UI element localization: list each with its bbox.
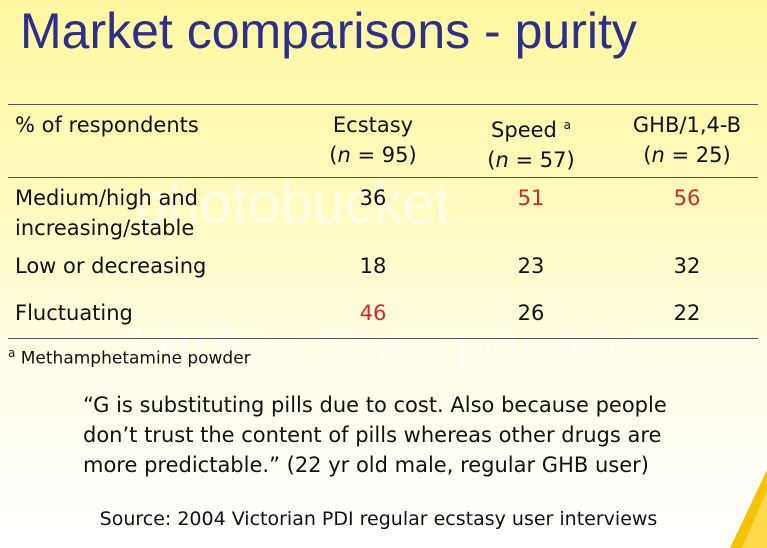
sample-part: = 95) bbox=[350, 143, 417, 167]
sample-part: ( bbox=[487, 148, 496, 172]
footnote-text: Methamphetamine powder bbox=[15, 348, 251, 369]
table-rule bbox=[8, 338, 758, 339]
cell-value: 56 bbox=[673, 186, 701, 210]
row-label-line: Medium/high and bbox=[15, 186, 199, 210]
footnote: a Methamphetamine powder bbox=[8, 346, 251, 369]
column-header: Ecstasy (n = 95) bbox=[298, 110, 448, 170]
table-rule bbox=[8, 104, 758, 105]
row-label-line: Fluctuating bbox=[15, 301, 133, 325]
source: Source: 2004 Victorian PDI regular ecsta… bbox=[99, 508, 658, 530]
sample-part: = 25) bbox=[664, 143, 731, 167]
column-sample: (n = 95) bbox=[298, 140, 448, 170]
column-name: Speed bbox=[491, 118, 557, 142]
quote: “G is substituting pills due to cost. Al… bbox=[83, 393, 667, 477]
table-rule bbox=[8, 177, 758, 178]
cell-value: 18 bbox=[359, 254, 387, 278]
cell-value: 51 bbox=[517, 186, 545, 210]
row-label-line: Low or decreasing bbox=[15, 254, 207, 278]
sample-part: n bbox=[495, 148, 509, 172]
column-name: GHB/1,4-B bbox=[632, 113, 742, 137]
column-name: Ecstasy bbox=[332, 113, 414, 137]
column-sample: (n = 57) bbox=[456, 145, 606, 175]
row-label: Low or decreasing bbox=[15, 251, 206, 281]
cell-value: 32 bbox=[673, 254, 701, 278]
column-name-line: Ecstasy bbox=[298, 110, 448, 140]
row-label-line: increasing/stable bbox=[15, 216, 195, 240]
column-header: GHB/1,4-B (n = 25) bbox=[612, 110, 762, 170]
column-sample: (n = 25) bbox=[612, 140, 762, 170]
sample-part: n bbox=[337, 143, 351, 167]
column-header: Speed a (n = 57) bbox=[456, 110, 606, 175]
column-note: a bbox=[563, 118, 571, 132]
column-name-line: GHB/1,4-B bbox=[612, 110, 762, 140]
cell-value: 22 bbox=[673, 301, 701, 325]
title: Market comparisons - purity bbox=[20, 3, 637, 59]
sample-part: ( bbox=[329, 143, 338, 167]
sample-part: n bbox=[651, 143, 665, 167]
cell-value: 26 bbox=[517, 301, 545, 325]
footnote-mark: a bbox=[8, 346, 16, 360]
cell-value: 36 bbox=[359, 186, 387, 210]
cell-value: 46 bbox=[359, 301, 387, 325]
watermark-slogan: Join free. Share privately. bbox=[120, 319, 639, 371]
watermark-brand: photobucket bbox=[135, 171, 452, 236]
sample-part: = 57) bbox=[508, 148, 575, 172]
row-label: Fluctuating bbox=[15, 298, 133, 328]
column-name-line: Speed a bbox=[456, 110, 606, 145]
header-label: % of respondents bbox=[15, 113, 199, 137]
sample-part: ( bbox=[643, 143, 652, 167]
row-label: Medium/high and increasing/stable bbox=[15, 183, 198, 243]
cell-value: 23 bbox=[517, 254, 545, 278]
